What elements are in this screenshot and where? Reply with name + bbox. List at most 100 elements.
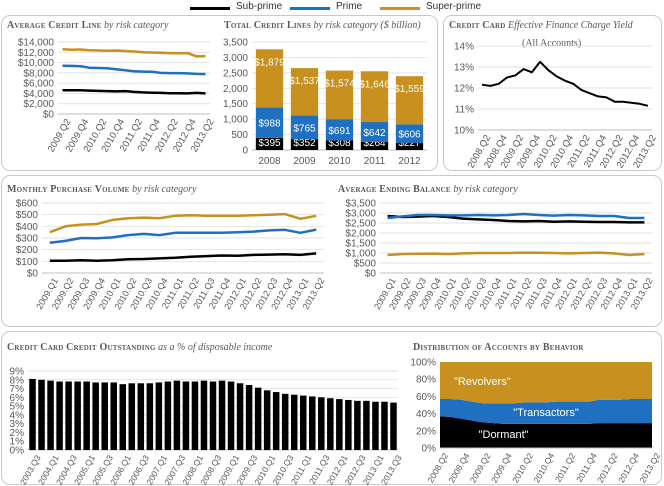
purchase_volume-ytick-label: $400	[16, 222, 39, 233]
total_credit_lines-data-label: $988	[258, 119, 281, 130]
purchase-volume-title: Monthly Purchase Volume by risk category	[7, 184, 197, 195]
outstanding-bar	[327, 398, 334, 450]
outstanding-title-sub: as a % of disposable income	[158, 342, 273, 353]
total_credit_lines-bar-2	[325, 70, 354, 120]
legend-swatch-prime	[290, 7, 330, 10]
avg_credit_line-ytick-label: $12,000	[18, 48, 55, 59]
avg_credit_line-ytick-label: $2,000	[23, 99, 54, 110]
finance_charge-ytick-label: 11%	[455, 105, 474, 116]
avg_credit_line-series-line-0	[62, 89, 206, 95]
distribution-ytick-label: 0%	[422, 444, 437, 455]
total_credit_lines-ytick-label: 0	[242, 146, 248, 157]
outstanding-bar	[110, 382, 117, 450]
total_credit_lines-data-label: $642	[363, 128, 386, 139]
total_credit_lines-data-label: $264	[363, 138, 386, 149]
ending_balance-series-line-2	[387, 251, 645, 257]
outstanding-bar	[173, 380, 181, 450]
total_credit_lines-bar-0	[360, 141, 389, 150]
finance_charge-ytick-label: 10%	[454, 126, 474, 137]
avg_credit_line-ytick-label: $8,000	[23, 68, 54, 79]
total_credit_lines-bar-2	[395, 76, 424, 125]
ending-balance-title-sub: by risk category	[453, 184, 518, 195]
distribution-ytick-label: 100%	[410, 358, 436, 369]
total_credit_lines-bar-1	[290, 115, 319, 140]
outstanding-ytick-label: 1%	[10, 437, 25, 448]
outstanding-bar	[155, 382, 163, 450]
outstanding-title: Credit Card Credit Outstanding as a % of…	[7, 342, 272, 353]
outstanding-bar	[354, 400, 361, 450]
outstanding-ytick-label: 9%	[10, 367, 25, 378]
distribution-series-label: "Revolvers"	[454, 376, 511, 388]
ending_balance-ytick-label: $0	[365, 269, 377, 280]
panel-finance-charge: Credit Card Effective Finance Charge Yie…	[443, 15, 662, 171]
total_credit_lines-xtick-label: 2009	[293, 156, 316, 167]
total-credit-lines-title-main: Total Credit Lines	[224, 20, 311, 31]
total_credit_lines-bar-1	[255, 107, 284, 138]
total_credit_lines-ytick-label: 3,500	[223, 38, 248, 49]
outstanding-bar	[164, 381, 172, 450]
total_credit_lines-bar-2	[290, 68, 319, 116]
total_credit_lines-data-label: $1,537	[289, 76, 320, 87]
total_credit_lines-data-label: $1,574	[324, 79, 355, 90]
finance_charge-ytick-label: 13%	[454, 63, 474, 74]
outstanding-bar	[74, 381, 81, 450]
outstanding-title-main: Credit Card Credit Outstanding	[7, 342, 156, 353]
outstanding-bar	[146, 383, 154, 450]
avg_credit_line-series-line-2	[62, 47, 206, 58]
distribution-ytick-label: 80%	[416, 375, 436, 386]
ending_balance-ytick-label: $3,000	[345, 209, 376, 220]
outstanding-ytick-label: 4%	[10, 410, 25, 421]
finance_charge-ytick-label: 14%	[454, 42, 474, 53]
legend-label-superprime: Super-prime	[426, 1, 482, 12]
outstanding-bar	[299, 395, 307, 450]
total_credit_lines-bar-0	[255, 137, 284, 150]
total_credit_lines-bar-1	[395, 124, 424, 143]
total_credit_lines-data-label: $1,559	[394, 84, 425, 95]
chart-legend: Sub-prime Prime Super-prime	[180, 1, 482, 14]
purchase_volume-series-line-0	[49, 252, 317, 263]
outstanding-bar	[38, 379, 45, 450]
outstanding-bar	[182, 381, 190, 450]
total_credit_lines-bar-0	[325, 140, 354, 150]
legend-swatch-subprime	[190, 7, 230, 10]
total_credit_lines-bar-0	[290, 139, 319, 150]
outstanding-bar	[209, 381, 217, 450]
total_credit_lines-data-label: $308	[328, 138, 351, 149]
outstanding-bar	[227, 381, 235, 450]
total_credit_lines-data-label: $1,879	[254, 57, 285, 68]
outstanding-bar	[290, 394, 298, 450]
outstanding-ytick-label: 5%	[10, 402, 25, 413]
outstanding-bar	[128, 383, 136, 450]
outstanding-bar	[92, 382, 99, 450]
outstanding-bar	[65, 381, 72, 450]
outstanding-bar	[245, 385, 253, 450]
distribution-xtick-label: 2013.Q2	[637, 451, 662, 484]
distribution-title: Distribution of Accounts by Behavior	[413, 342, 584, 353]
total_credit_lines-data-label: $606	[398, 130, 421, 141]
outstanding-bar	[281, 393, 289, 450]
purchase-volume-title-sub: by risk category	[132, 184, 197, 195]
purchase_volume-series-line-2	[49, 212, 317, 234]
total_credit_lines-xtick-label: 2008	[258, 156, 281, 167]
total_credit_lines-data-label: $691	[328, 126, 351, 137]
purchase_volume-series-line-1	[49, 228, 317, 244]
avg_credit_line-series-line-1	[62, 64, 206, 76]
outstanding-ytick-label: 0%	[10, 446, 25, 457]
legend-label-subprime: Sub-prime	[236, 1, 283, 12]
total_credit_lines-ytick-label: 3,000	[223, 53, 248, 64]
total_credit_lines-data-label: $395	[258, 138, 281, 149]
outstanding-bar	[236, 383, 244, 450]
ending_balance-series-line-1	[387, 212, 645, 220]
finance_charge-series-line-0	[481, 60, 649, 107]
purchase_volume-ytick-label: $600	[16, 199, 39, 210]
purchase_volume-ytick-label: $100	[16, 257, 39, 268]
outstanding-bar	[191, 381, 199, 450]
outstanding-bar	[263, 390, 271, 450]
purchase_volume-ytick-label: $500	[16, 210, 39, 221]
distribution-series-label: "Dormant"	[479, 429, 529, 441]
legend-label-prime: Prime	[336, 1, 363, 12]
avg-credit-line-title: Average Credit Line by risk category	[7, 20, 168, 31]
